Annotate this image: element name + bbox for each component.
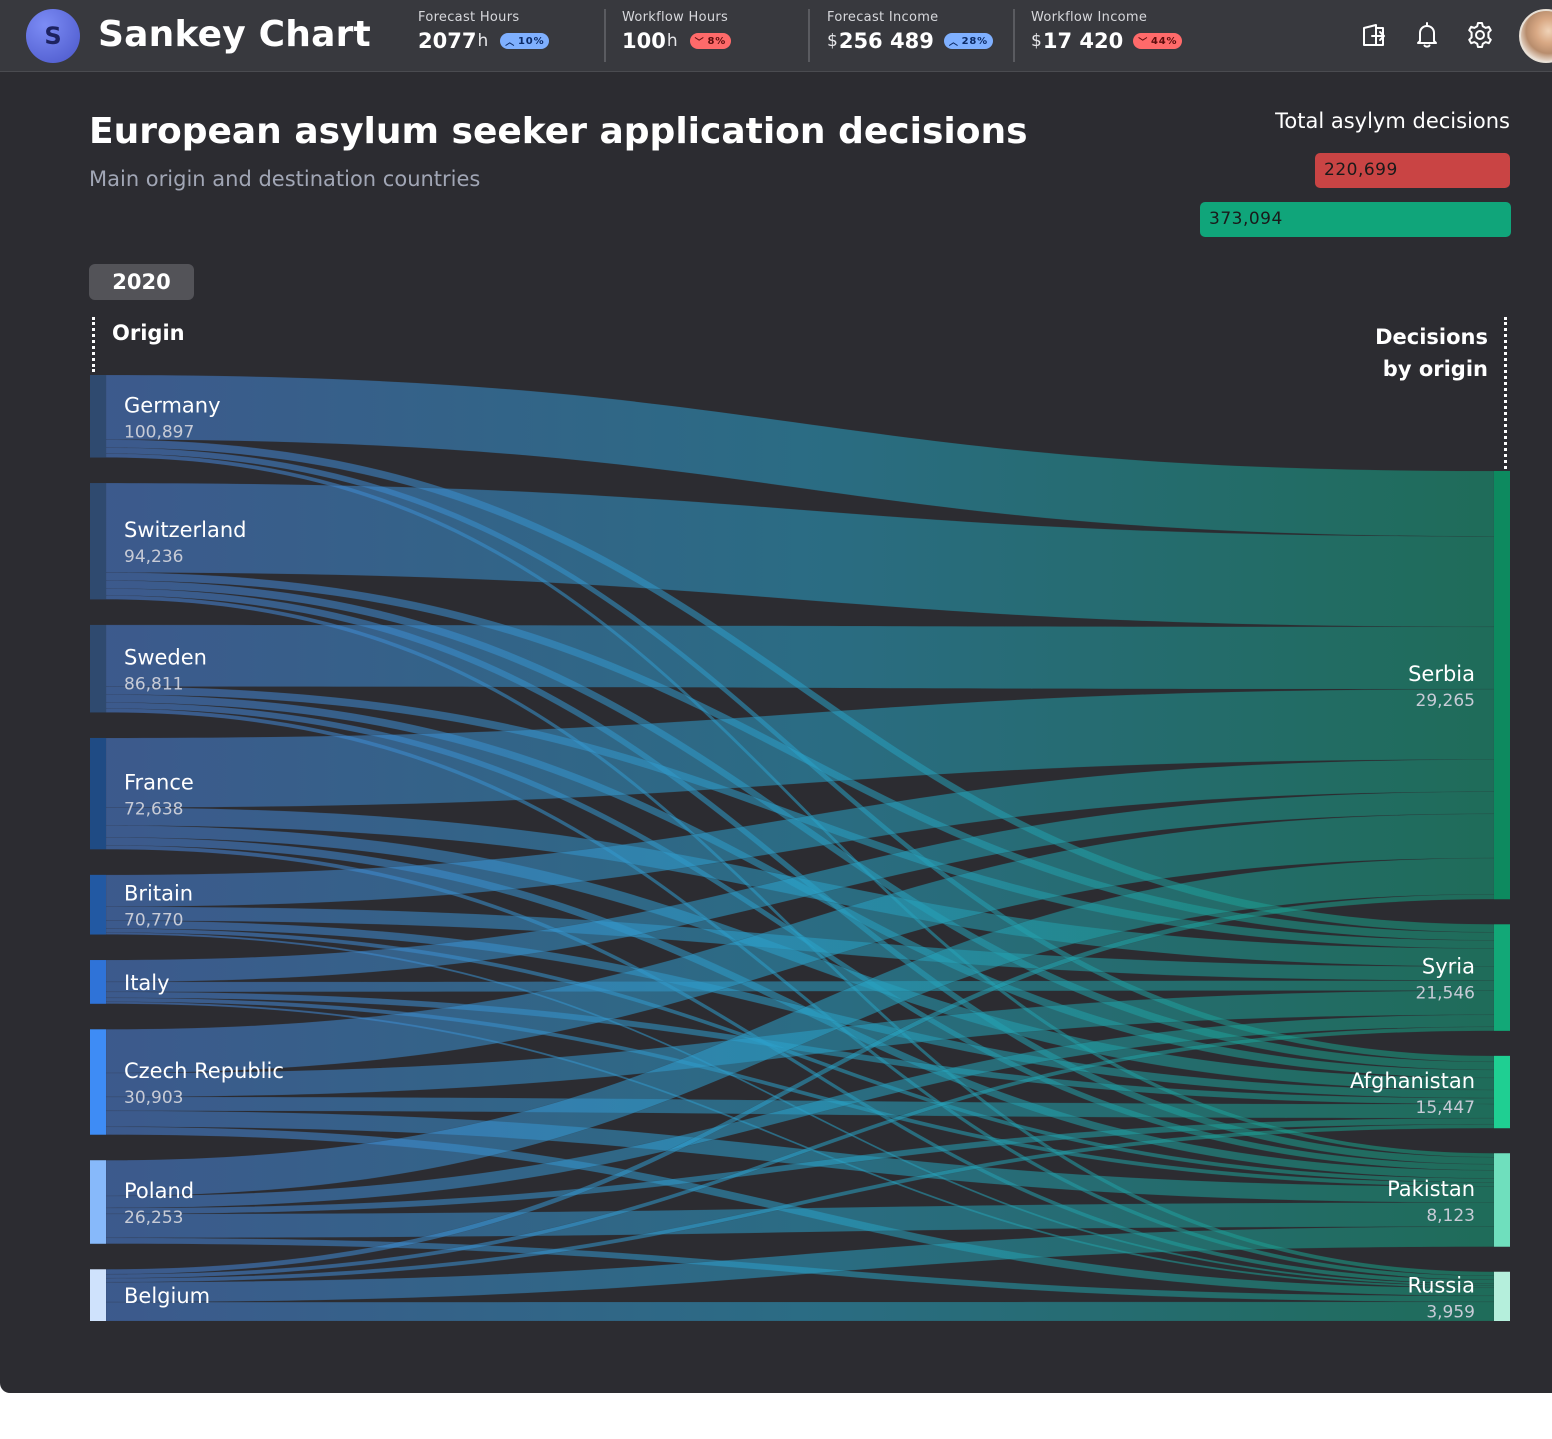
metric-value: 2077	[418, 29, 477, 53]
source-value-switzerland: 94,236	[124, 547, 183, 567]
destination-header-line1: Decisions	[1375, 325, 1488, 349]
chevron-down-icon: ﹀	[694, 37, 705, 48]
target-node-syria[interactable]	[1494, 924, 1510, 1031]
app-window: S Sankey Chart Forecast Hours 2077 h ︿ 10%…	[0, 0, 1552, 1393]
source-value-france: 72,638	[124, 800, 183, 820]
target-value-russia: 3,959	[1426, 1302, 1475, 1322]
sankey-link-belgium-to-pakistan[interactable]	[105, 1226, 1495, 1303]
target-node-serbia[interactable]	[1494, 471, 1510, 900]
source-node-poland[interactable]	[90, 1160, 106, 1244]
target-label-syria: Syria	[1422, 955, 1475, 979]
origin-header: Origin	[112, 321, 185, 345]
source-node-italy[interactable]	[90, 960, 106, 1004]
app-logo[interactable]: S	[26, 9, 80, 63]
chart-subtitle: Main origin and destination countries	[89, 167, 481, 191]
sankey-link-italy-to-syria[interactable]	[105, 980, 1495, 993]
source-label-belgium: Belgium	[124, 1284, 210, 1308]
metric-workflow-income: Workflow Income $17 420 ﹀ 44%	[1031, 10, 1183, 62]
source-value-czech-republic: 30,903	[124, 1088, 183, 1108]
source-node-france[interactable]	[90, 737, 106, 850]
target-value-serbia: 29,265	[1416, 691, 1475, 711]
target-value-pakistan: 8,123	[1426, 1206, 1475, 1226]
source-node-britain[interactable]	[90, 874, 106, 935]
source-label-italy: Italy	[124, 971, 170, 995]
change-badge-up: ︿ 10%	[500, 33, 550, 49]
total-bar-accepted: 373,094	[1200, 202, 1511, 237]
target-value-afghanistan: 15,447	[1416, 1098, 1475, 1118]
source-label-poland: Poland	[124, 1179, 194, 1203]
export-icon[interactable]	[1359, 20, 1389, 50]
badge-text: 10%	[518, 35, 545, 47]
chart-title: European asylum seeker application decis…	[89, 111, 1028, 152]
target-value-syria: 21,546	[1416, 984, 1475, 1004]
origin-column-marker	[92, 317, 95, 372]
top-bar: S Sankey Chart Forecast Hours 2077 h ︿ 10%…	[0, 0, 1552, 72]
metric-value: 256 489	[838, 29, 934, 53]
source-node-switzerland[interactable]	[90, 483, 106, 600]
source-label-germany: Germany	[124, 393, 221, 417]
target-label-afghanistan: Afghanistan	[1350, 1069, 1475, 1093]
bell-icon[interactable]	[1412, 20, 1442, 50]
metric-forecast-income: Forecast Income $256 489 ︿ 28%	[827, 10, 993, 62]
metric-label: Forecast Hours	[418, 10, 520, 25]
source-value-britain: 70,770	[124, 911, 183, 931]
source-value-germany: 100,897	[124, 422, 194, 442]
metric-label: Forecast Income	[827, 10, 939, 25]
metric-currency: $	[1031, 31, 1042, 51]
source-node-czech-republic[interactable]	[90, 1029, 106, 1135]
metric-workflow-hours: Workflow Hours 100 h ﹀ 8%	[622, 10, 732, 62]
destination-column-marker	[1504, 317, 1507, 469]
sankey-links	[105, 374, 1495, 1322]
target-label-serbia: Serbia	[1408, 662, 1475, 686]
source-label-france: France	[124, 771, 194, 795]
totals-title: Total asylym decisions	[1275, 109, 1510, 133]
source-node-sweden[interactable]	[90, 624, 106, 713]
sankey-labels: Germany 100,897 Switzerland 94,236 Sweden 86,…	[124, 393, 1475, 1322]
sankey-link-belgium-to-russia[interactable]	[105, 1301, 1495, 1322]
target-node-russia[interactable]	[1494, 1271, 1510, 1321]
metric-label: Workflow Hours	[622, 10, 729, 25]
badge-text: 8%	[707, 35, 727, 47]
target-node-afghanistan[interactable]	[1494, 1055, 1510, 1129]
badge-text: 44%	[1151, 35, 1178, 47]
destination-header-line2: by origin	[1382, 357, 1488, 381]
change-badge-down: ﹀ 8%	[689, 33, 732, 49]
metric-value: 100	[622, 29, 666, 53]
divider	[808, 9, 810, 62]
metric-unit: h	[477, 31, 489, 51]
metric-value: 17 420	[1042, 29, 1124, 53]
chevron-up-icon: ︿	[948, 37, 959, 48]
gear-icon[interactable]	[1465, 20, 1495, 50]
target-node-pakistan[interactable]	[1494, 1153, 1510, 1247]
change-badge-down: ﹀ 44%	[1133, 33, 1183, 49]
source-label-sweden: Sweden	[124, 646, 207, 670]
sankey-chart: Germany 100,897 Switzerland 94,236 Sweden 86,…	[90, 374, 1510, 1322]
sankey-nodes	[90, 375, 1510, 1321]
divider	[604, 9, 606, 62]
source-label-switzerland: Switzerland	[124, 518, 247, 542]
metric-label: Workflow Income	[1031, 10, 1148, 25]
chevron-up-icon: ︿	[505, 37, 516, 48]
source-value-poland: 26,253	[124, 1208, 183, 1228]
change-badge-up: ︿ 28%	[943, 33, 993, 49]
year-selector[interactable]: 2020	[89, 264, 194, 300]
source-node-belgium[interactable]	[90, 1269, 106, 1321]
source-label-britain: Britain	[124, 882, 193, 906]
metric-currency: $	[827, 31, 838, 51]
destination-header: Decisions by origin	[1288, 321, 1488, 385]
chevron-down-icon: ﹀	[1138, 37, 1149, 48]
divider	[1013, 9, 1015, 62]
sankey-link-belgium-to-afghanistan[interactable]	[105, 1123, 1495, 1283]
source-label-czech-republic: Czech Republic	[124, 1059, 284, 1083]
app-title: Sankey Chart	[98, 14, 371, 55]
source-value-sweden: 86,811	[124, 675, 183, 695]
metric-unit: h	[666, 31, 678, 51]
badge-text: 28%	[961, 35, 988, 47]
sankey-link-sweden-to-serbia[interactable]	[105, 624, 1495, 690]
total-bar-rejected: 220,699	[1315, 153, 1510, 188]
target-label-russia: Russia	[1407, 1273, 1475, 1297]
target-label-pakistan: Pakistan	[1387, 1177, 1475, 1201]
metric-forecast-hours: Forecast Hours 2077 h ︿ 10%	[418, 10, 550, 62]
source-node-germany[interactable]	[90, 375, 106, 458]
